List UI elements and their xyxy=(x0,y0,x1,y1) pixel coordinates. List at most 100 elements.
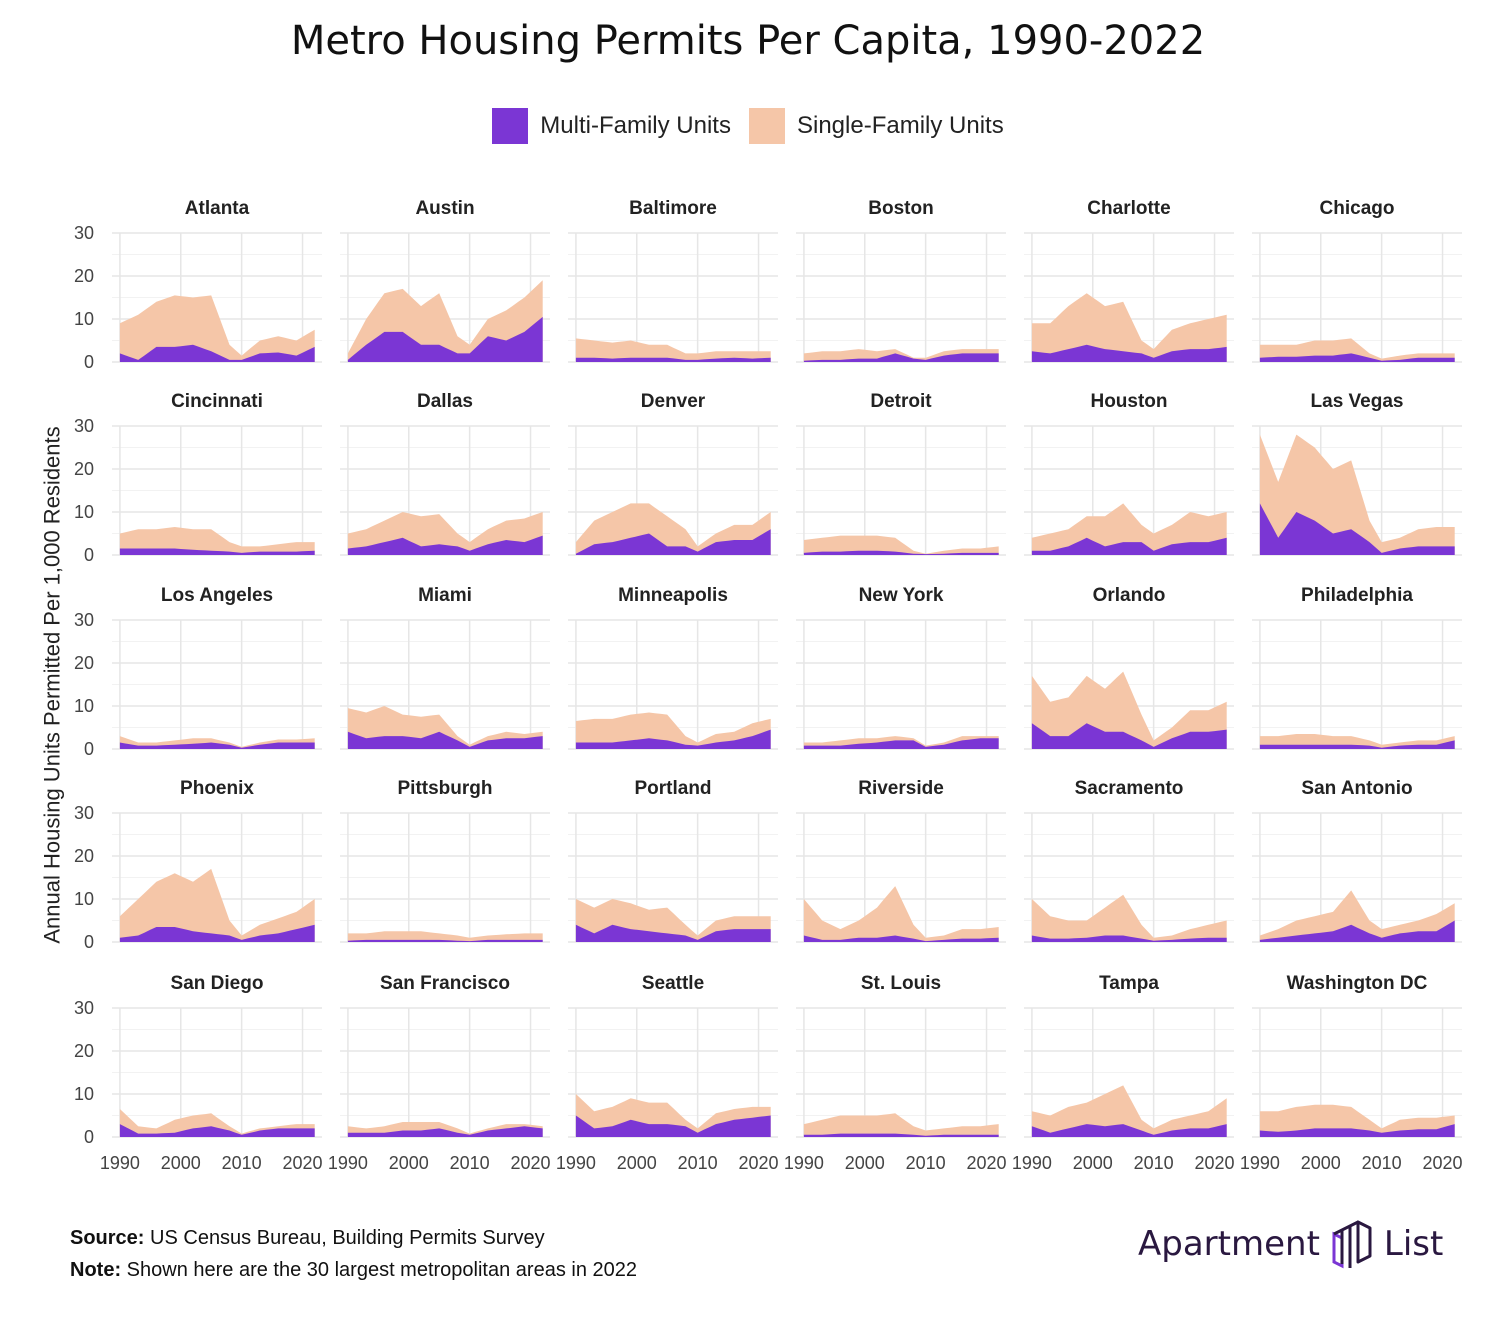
panel-philadelphia: Philadelphia xyxy=(1252,585,1462,750)
area-multi-family xyxy=(119,1124,315,1137)
y-tick-label: 10 xyxy=(74,1084,94,1104)
logo-icon xyxy=(1332,1220,1372,1269)
panel-title: Las Vegas xyxy=(1311,391,1404,412)
area-multi-family xyxy=(119,548,315,555)
x-tick-label: 1990 xyxy=(100,1153,140,1173)
y-tick-label: 0 xyxy=(84,545,94,565)
panel-detroit: Detroit xyxy=(796,391,1006,556)
area-multi-family xyxy=(575,529,771,555)
panel-houston: Houston xyxy=(1024,391,1234,556)
panel-new-york: New York xyxy=(796,585,1006,750)
area-multi-family xyxy=(1259,740,1455,749)
footer: Source: US Census Bureau, Building Permi… xyxy=(70,1222,637,1286)
panel-san-francisco: San Francisco 1990 2000 2010 2020 xyxy=(328,973,551,1173)
legend-swatch-single-family xyxy=(748,108,785,144)
area-multi-family xyxy=(347,316,543,362)
area-single-family xyxy=(575,712,771,749)
panel-boston: Boston xyxy=(796,198,1006,363)
legend-item-multi-family: Multi-Family Units xyxy=(492,108,731,144)
area-multi-family xyxy=(803,935,999,942)
area-single-family xyxy=(119,868,315,942)
area-multi-family xyxy=(119,924,315,942)
apartment-list-logo: Apartment List xyxy=(1138,1218,1443,1270)
panel-title: Atlanta xyxy=(185,198,250,219)
panel-title: Orlando xyxy=(1093,585,1166,606)
source-text: US Census Bureau, Building Permits Surve… xyxy=(150,1227,545,1249)
x-tick-label: 2000 xyxy=(1073,1153,1113,1173)
x-tick-label: 2010 xyxy=(1362,1153,1402,1173)
panel-title: Phoenix xyxy=(180,778,254,799)
y-tick-label: 10 xyxy=(74,889,94,909)
area-single-family xyxy=(1031,894,1227,942)
panel-cincinnati: Cincinnati 0 10 20 30 xyxy=(74,391,322,565)
panel-charlotte: Charlotte xyxy=(1024,198,1234,363)
panel-title: Los Angeles xyxy=(161,585,273,606)
panel-title: Detroit xyxy=(870,391,932,412)
area-multi-family xyxy=(575,729,771,749)
x-tick-label: 2020 xyxy=(1422,1153,1462,1173)
y-tick-label: 20 xyxy=(74,1041,94,1061)
panel-phoenix: Phoenix 0 10 20 30 xyxy=(74,778,322,952)
panel-austin: Austin xyxy=(340,198,550,363)
x-tick-label: 2000 xyxy=(161,1153,201,1173)
panel-title: Houston xyxy=(1090,391,1167,412)
x-tick-label: 2000 xyxy=(389,1153,429,1173)
panel-tampa: Tampa 1990 2000 2010 2020 xyxy=(1012,973,1235,1173)
area-multi-family xyxy=(1259,920,1455,942)
area-multi-family xyxy=(1031,935,1227,942)
area-single-family xyxy=(1259,1104,1455,1137)
panel-title: Denver xyxy=(641,391,706,412)
y-tick-label: 0 xyxy=(84,1127,94,1147)
y-axis-label: Annual Housing Units Permitted Per 1,000… xyxy=(39,426,65,944)
x-tick-label: 2010 xyxy=(678,1153,718,1173)
area-single-family xyxy=(803,1113,999,1137)
area-multi-family xyxy=(347,731,543,749)
panel-title: St. Louis xyxy=(861,973,941,994)
panel-title: Boston xyxy=(868,198,933,219)
y-tick-label: 30 xyxy=(74,803,94,823)
panel-los-angeles: Los Angeles 0 10 20 30 xyxy=(74,585,322,759)
area-multi-family xyxy=(575,924,771,942)
x-tick-label: 2010 xyxy=(1134,1153,1174,1173)
x-tick-label: 1990 xyxy=(1012,1153,1052,1173)
x-tick-label: 1990 xyxy=(556,1153,596,1173)
panel-title: Washington DC xyxy=(1287,973,1428,994)
area-single-family xyxy=(119,527,315,555)
y-tick-label: 30 xyxy=(74,416,94,436)
y-tick-label: 30 xyxy=(74,998,94,1018)
legend-swatch-multi-family xyxy=(492,108,529,144)
x-tick-label: 1990 xyxy=(784,1153,824,1173)
area-multi-family xyxy=(1259,503,1455,555)
y-tick-label: 10 xyxy=(74,309,94,329)
note-text: Shown here are the 30 largest metropolit… xyxy=(126,1259,637,1281)
area-single-family xyxy=(1031,293,1227,362)
area-multi-family xyxy=(119,344,315,362)
panel-denver: Denver xyxy=(568,391,778,556)
area-multi-family xyxy=(803,738,999,749)
panel-san-diego: San Diego 0 10 20 30 1990 2000 2010 2020 xyxy=(74,973,323,1173)
area-multi-family xyxy=(575,357,771,362)
area-multi-family xyxy=(1031,1124,1227,1137)
panel-title: Cincinnati xyxy=(171,391,263,412)
area-multi-family xyxy=(1031,344,1227,362)
panel-minneapolis: Minneapolis xyxy=(568,585,778,750)
area-multi-family xyxy=(803,550,999,555)
area-single-family xyxy=(803,535,999,555)
note-label: Note: xyxy=(70,1259,122,1281)
logo-text-right: List xyxy=(1383,1224,1444,1264)
note-line: Note: Shown here are the 30 largest metr… xyxy=(70,1254,637,1286)
x-tick-label: 2010 xyxy=(222,1153,262,1173)
area-multi-family xyxy=(1031,537,1227,555)
area-multi-family xyxy=(1031,723,1227,749)
area-multi-family xyxy=(803,353,999,362)
panel-title: San Francisco xyxy=(380,973,510,994)
panel-las-vegas: Las Vegas xyxy=(1252,391,1462,556)
panel-washington-dc: Washington DC 1990 2000 2010 2020 xyxy=(1240,973,1463,1173)
x-tick-label: 2000 xyxy=(845,1153,885,1173)
panel-title: San Antonio xyxy=(1301,778,1412,799)
panel-title: San Diego xyxy=(171,973,264,994)
y-tick-label: 20 xyxy=(74,846,94,866)
y-tick-label: 10 xyxy=(74,502,94,522)
small-multiples-chart: Atlanta 0 10 20 30 Austin Baltimore Boston Charl… xyxy=(74,198,1463,1173)
legend-label-single-family: Single-Family Units xyxy=(796,112,1004,139)
